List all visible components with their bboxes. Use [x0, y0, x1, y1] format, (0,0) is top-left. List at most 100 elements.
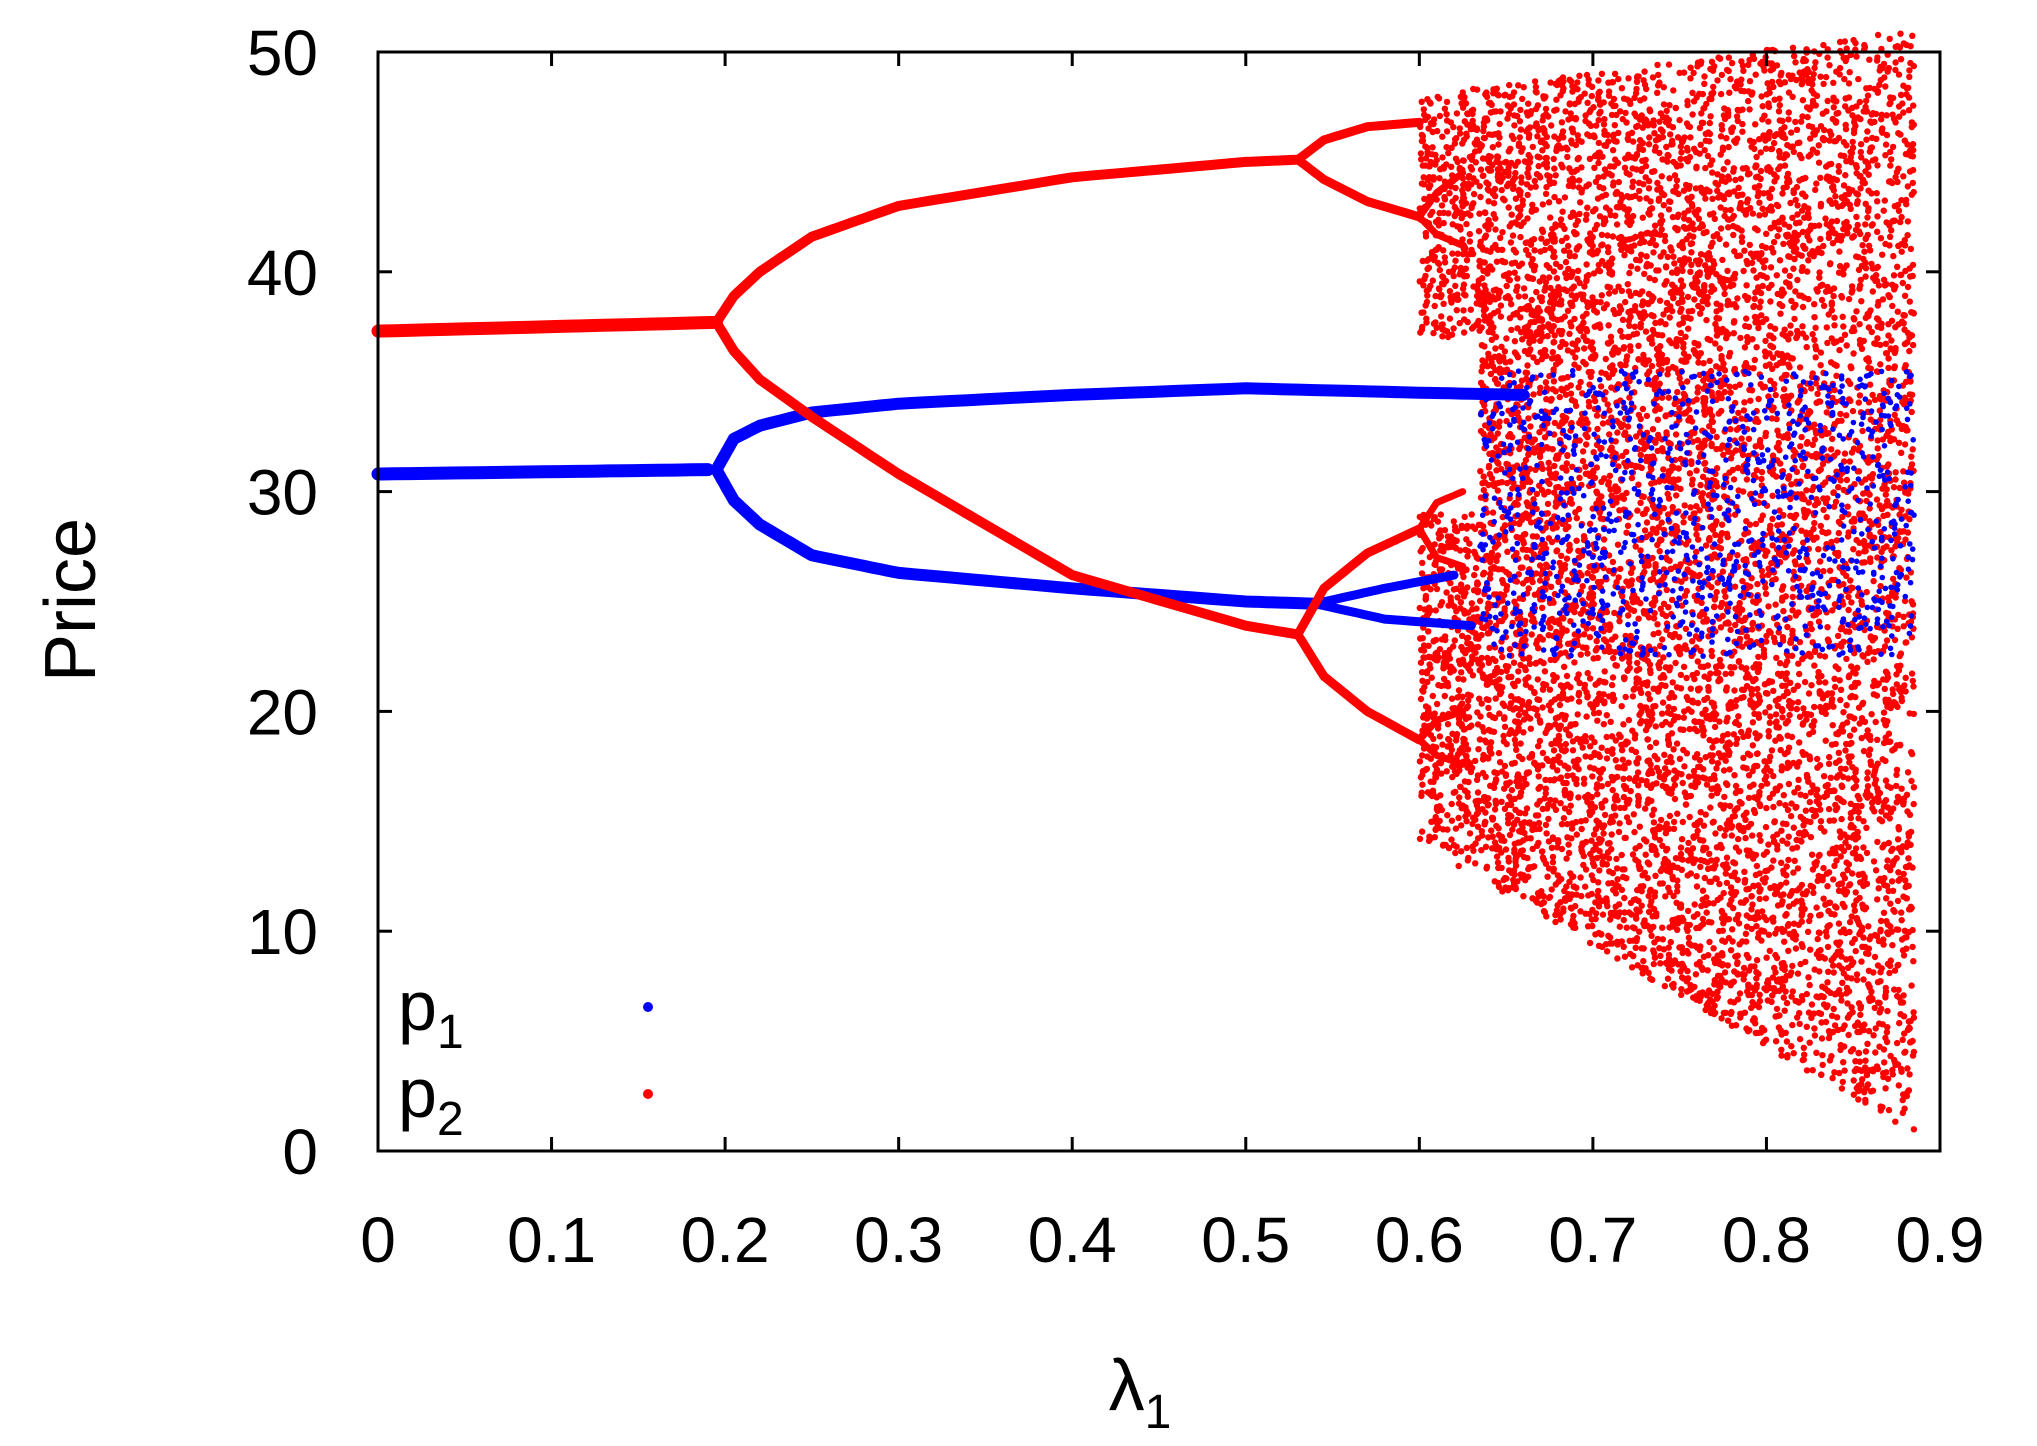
- p2-chaos-point: [1841, 1022, 1848, 1029]
- p2-chaos-point: [1743, 315, 1750, 322]
- p2-chaos-point: [1776, 95, 1783, 102]
- p2-chaos-point: [1650, 313, 1657, 320]
- p2-chaos-point: [1657, 867, 1665, 875]
- p2-chaos-point: [1580, 861, 1587, 869]
- p2-chaos-point: [1836, 248, 1843, 255]
- p2-chaos-point: [1852, 947, 1859, 955]
- p2-chaos-point: [1910, 188, 1917, 196]
- p2-chaos-point: [1788, 993, 1795, 1000]
- p2-chaos-point: [1713, 856, 1720, 863]
- p2-chaos-point: [1473, 284, 1481, 292]
- p2-chaos-point: [1776, 147, 1783, 155]
- p2-chaos-point: [1818, 296, 1826, 304]
- p2-chaos-point: [1803, 1067, 1811, 1074]
- p2-chaos-point: [1417, 635, 1424, 642]
- p2-chaos-point: [1787, 199, 1794, 207]
- p2-chaos-point: [1536, 294, 1544, 301]
- p2-chaos-point: [1482, 843, 1490, 850]
- p2-chaos-point: [1815, 618, 1823, 625]
- p2-chaos-point: [1595, 77, 1602, 84]
- p2-chaos-point: [1868, 711, 1875, 718]
- p2-chaos-point: [1429, 277, 1437, 284]
- p2-chaos-point: [1862, 235, 1869, 243]
- p2-chaos-point: [1445, 149, 1452, 157]
- p2-chaos-point: [1636, 928, 1643, 935]
- p2-chaos-point: [1554, 837, 1562, 844]
- p2-chaos-point: [1788, 1043, 1795, 1050]
- p2-chaos-point: [1511, 122, 1518, 129]
- p2-chaos-point: [1770, 238, 1778, 246]
- p2-chaos-point: [1654, 416, 1662, 423]
- p2-chaos-point: [1492, 695, 1499, 702]
- p2-chaos-point: [1713, 765, 1720, 772]
- p2-chaos-point: [1454, 250, 1462, 257]
- p2-chaos-point: [1904, 1065, 1911, 1072]
- p2-chaos-point: [1708, 647, 1715, 655]
- p2-chaos-point: [1752, 121, 1759, 128]
- p2-chaos-point: [1563, 779, 1570, 787]
- p2-chaos-point: [1611, 310, 1619, 318]
- p2-chaos-point: [1514, 409, 1522, 416]
- p2-chaos-point: [1564, 452, 1571, 460]
- p2-chaos-point: [1501, 348, 1509, 355]
- p2-chaos-point: [1708, 758, 1716, 765]
- p2-chaos-point: [1790, 52, 1798, 60]
- p2-chaos-point: [1906, 67, 1913, 74]
- p2-chaos-point: [1635, 342, 1642, 349]
- p2-chaos-point: [1612, 881, 1620, 888]
- p2-chaos-point: [1547, 796, 1554, 804]
- p2-chaos-point: [1836, 262, 1844, 270]
- p2-chaos-point: [1657, 952, 1664, 960]
- p2-chaos-point: [1696, 90, 1703, 98]
- p2-chaos-point: [1889, 302, 1896, 310]
- p2-chaos-point: [1749, 832, 1756, 839]
- p2-chaos-point: [1560, 815, 1568, 822]
- p2-chaos-point: [1701, 80, 1708, 88]
- p2-chaos-point: [1525, 699, 1533, 706]
- p2-chaos-point: [1545, 865, 1553, 872]
- p2-chaos-point: [1854, 198, 1861, 205]
- p2-chaos-point: [1685, 308, 1692, 315]
- p2-chaos-point: [1877, 1107, 1885, 1114]
- p2-chaos-point: [1585, 181, 1593, 188]
- p2-chaos-point: [1524, 362, 1531, 369]
- p2-chaos-point: [1551, 165, 1558, 172]
- p2-chaos-point: [1443, 589, 1450, 596]
- p2-chaos-point: [1697, 863, 1704, 870]
- p2-chaos-point: [1523, 805, 1531, 812]
- p2-chaos-point: [1782, 802, 1789, 809]
- p2-chaos-point: [1813, 858, 1821, 865]
- p2-chaos-point: [1553, 275, 1561, 282]
- p2-chaos-point: [1626, 221, 1634, 229]
- p2-chaos-point: [1762, 689, 1770, 697]
- p2-chaos-point: [1811, 314, 1818, 321]
- p2-chaos-point: [1756, 304, 1763, 311]
- p2-chaos-point: [1621, 894, 1628, 902]
- p2-chaos-point: [1518, 260, 1526, 267]
- p2-chaos-point: [1681, 502, 1688, 509]
- p2-chaos-point: [1902, 674, 1909, 681]
- p2-chaos-point: [1550, 338, 1558, 346]
- p2-chaos-point: [1746, 78, 1754, 85]
- p2-chaos-point: [1613, 855, 1620, 863]
- p2-chaos-point: [1684, 147, 1691, 154]
- p2-chaos-point: [1750, 677, 1757, 685]
- p2-chaos-point: [1713, 465, 1721, 472]
- p2-chaos-point: [1576, 679, 1583, 687]
- p2-chaos-point: [1497, 302, 1505, 309]
- p2-chaos-point: [1785, 109, 1793, 116]
- p2-chaos-point: [1520, 84, 1527, 91]
- p2-chaos-point: [1892, 469, 1899, 476]
- p2-chaos-point: [1897, 30, 1904, 37]
- p2-chaos-point: [1765, 841, 1772, 848]
- p2-chaos-point: [1674, 225, 1681, 233]
- p2-chaos-point: [1579, 457, 1587, 465]
- p2-chaos-point: [1872, 1049, 1879, 1056]
- p2-chaos-point: [1771, 96, 1778, 103]
- p2-chaos-point: [1445, 844, 1453, 852]
- p2-chaos-point: [1457, 599, 1465, 606]
- p2-chaos-point: [1778, 1046, 1785, 1054]
- p2-chaos-point: [1869, 1087, 1877, 1094]
- p2-chaos-point: [1758, 468, 1766, 476]
- p2-chaos-point: [1780, 607, 1787, 615]
